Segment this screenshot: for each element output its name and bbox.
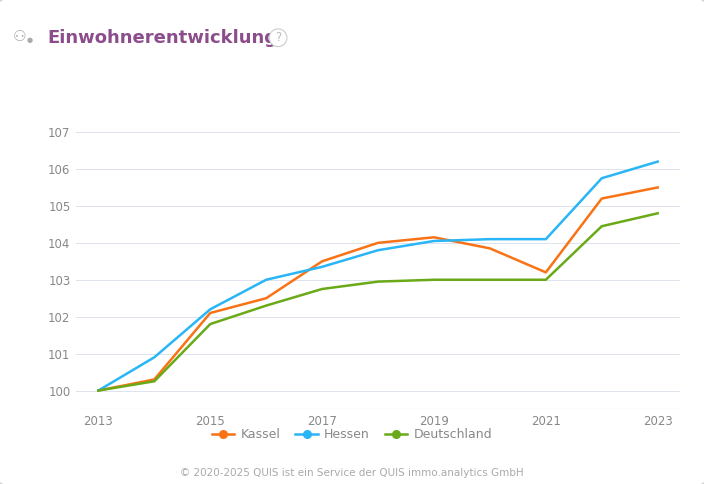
Text: ⚇: ⚇ xyxy=(13,29,27,44)
Text: © 2020-2025 QUIS ist ein Service der QUIS immo.analytics GmbH: © 2020-2025 QUIS ist ein Service der QUI… xyxy=(180,469,524,478)
Text: ?: ? xyxy=(275,31,281,44)
Text: Einwohnerentwicklung: Einwohnerentwicklung xyxy=(48,29,278,47)
Text: ●: ● xyxy=(27,37,32,43)
Legend: Kassel, Hessen, Deutschland: Kassel, Hessen, Deutschland xyxy=(207,423,497,446)
